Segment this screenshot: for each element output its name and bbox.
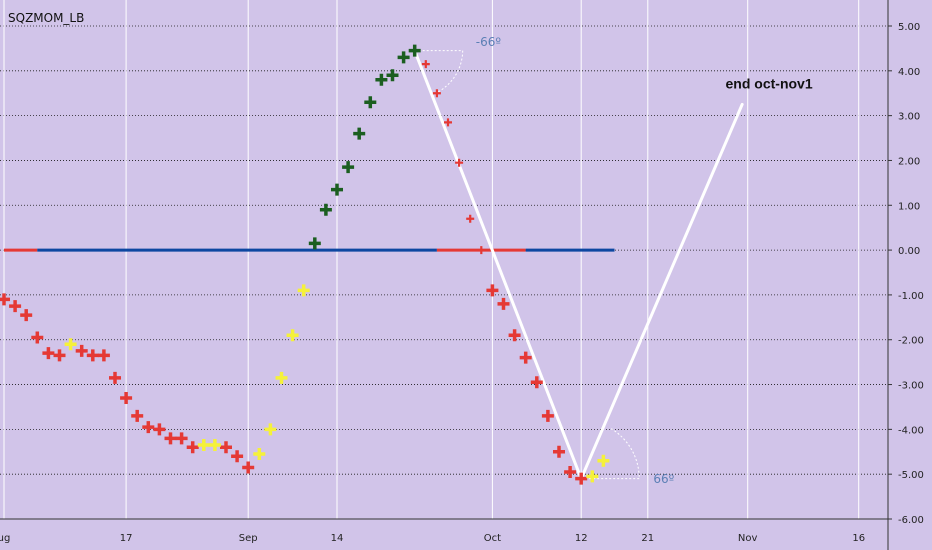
momentum-point: [466, 214, 475, 223]
momentum-point: [297, 284, 310, 297]
momentum-point: [432, 89, 441, 98]
y-tick-label: -1.00: [898, 291, 924, 302]
y-tick-label: -5.00: [898, 470, 924, 481]
momentum-point: [486, 284, 499, 297]
momentum-point: [342, 161, 355, 174]
y-tick-label: 0.00: [898, 246, 920, 257]
momentum-point: [497, 297, 510, 310]
momentum-point: [264, 423, 277, 436]
momentum-point: [64, 338, 77, 351]
momentum-point: [308, 237, 321, 250]
angle-guide: [581, 428, 640, 480]
momentum-point: [586, 470, 599, 483]
momentum-point: [31, 331, 44, 344]
momentum-point: [153, 423, 166, 436]
grid: [0, 0, 888, 520]
momentum-point: [519, 351, 532, 364]
annotation-label: end oct-nov1: [726, 76, 813, 92]
momentum-point: [86, 349, 99, 362]
momentum-point: [142, 421, 155, 434]
momentum-point: [9, 300, 22, 313]
momentum-point: [508, 329, 521, 342]
angle-guide: [414, 50, 464, 94]
momentum-point: [397, 51, 410, 64]
y-tick-label: 2.00: [898, 156, 920, 167]
x-tick-label: Oct: [484, 533, 501, 544]
x-tick-label: 12: [575, 533, 588, 544]
momentum-markers: [0, 44, 610, 485]
trend-line: [579, 102, 744, 481]
trend-line: [413, 49, 583, 481]
momentum-point: [97, 349, 110, 362]
momentum-point: [353, 127, 366, 140]
indicator-title: SQZMOM_LB: [8, 11, 84, 25]
momentum-point: [120, 391, 133, 404]
y-tick-label: -3.00: [898, 381, 924, 392]
momentum-point: [208, 439, 221, 452]
momentum-point: [164, 432, 177, 445]
x-tick-label: ug: [0, 533, 10, 544]
momentum-point: [231, 450, 244, 463]
momentum-point: [564, 465, 577, 478]
annotations: end oct-nov1 -66º 66º: [476, 35, 813, 486]
momentum-point: [109, 371, 121, 384]
momentum-point: [53, 349, 66, 362]
momentum-point: [131, 409, 144, 422]
momentum-point: [186, 441, 199, 454]
x-tick-label: 21: [641, 533, 654, 544]
momentum-point: [275, 371, 288, 384]
momentum-point: [42, 347, 55, 360]
momentum-point: [75, 344, 88, 357]
y-tick-label: -2.00: [898, 336, 924, 347]
momentum-point: [286, 329, 299, 342]
momentum-point: [386, 69, 399, 82]
y-tick-label: -4.00: [898, 425, 924, 436]
y-tick-label: 1.00: [898, 201, 920, 212]
angle-label: 66º: [653, 472, 674, 486]
momentum-point: [444, 118, 452, 127]
momentum-point: [364, 96, 377, 109]
momentum-point: [242, 461, 255, 474]
momentum-point: [421, 60, 430, 69]
trend-lines: [413, 49, 744, 481]
x-tick-label: 16: [852, 533, 865, 544]
x-tick-label: 14: [331, 533, 344, 544]
momentum-point: [20, 309, 33, 322]
y-tick-label: 5.00: [898, 22, 920, 33]
momentum-point: [575, 472, 588, 485]
momentum-point: [220, 441, 232, 454]
momentum-point: [0, 293, 10, 306]
y-tick-label: -6.00: [898, 515, 924, 526]
x-tick-label: 17: [120, 533, 133, 544]
y-tick-label: 4.00: [898, 67, 920, 78]
momentum-point: [553, 445, 565, 458]
x-tick-label: Nov: [738, 533, 758, 544]
angle-label: -66º: [476, 35, 502, 49]
y-tick-label: 3.00: [898, 112, 920, 123]
momentum-point: [530, 376, 543, 389]
momentum-point: [331, 183, 343, 196]
momentum-point: [408, 44, 421, 57]
momentum-point: [375, 73, 388, 86]
momentum-point: [541, 409, 554, 422]
momentum-point: [455, 158, 464, 167]
momentum-point: [175, 432, 188, 445]
momentum-point: [197, 439, 210, 452]
momentum-point: [253, 448, 266, 461]
momentum-point: [597, 454, 610, 467]
x-tick-label: Sep: [239, 533, 258, 544]
momentum-point: [319, 203, 332, 216]
momentum-point: [477, 246, 486, 255]
